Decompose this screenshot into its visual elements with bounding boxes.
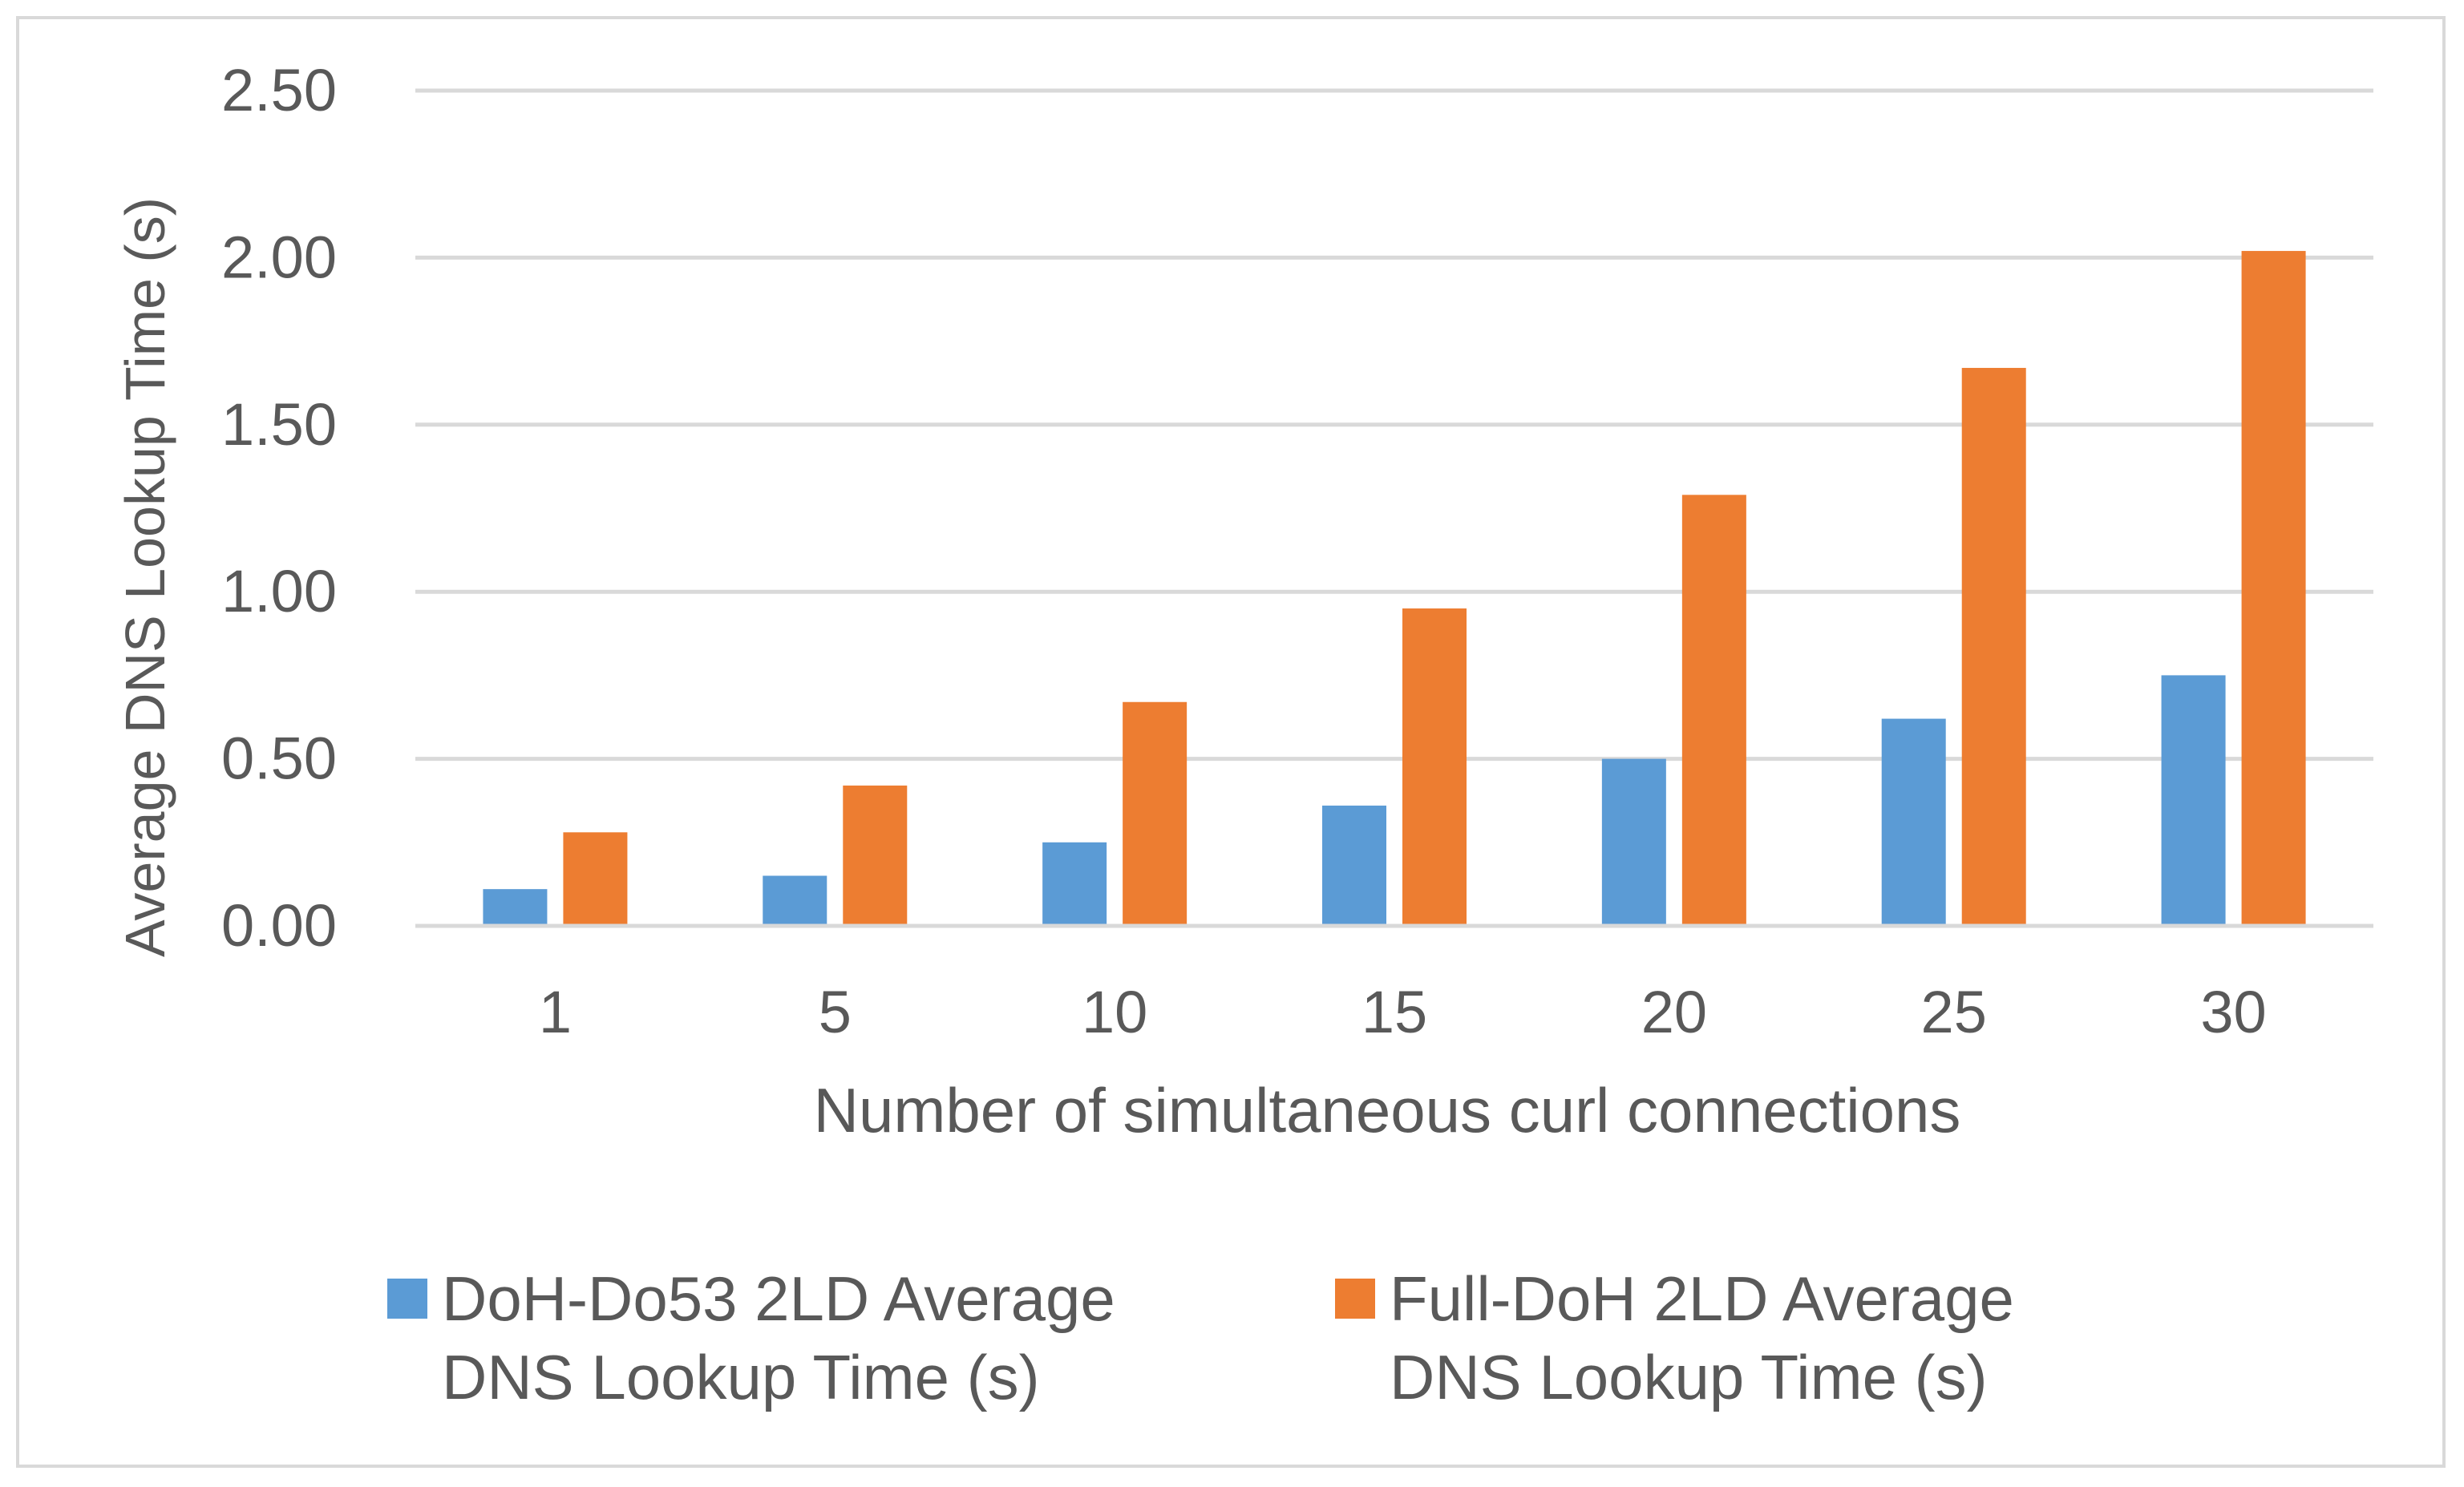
x-tick-labels: 1 5 10 15 20 25 30 [539,979,2267,1045]
x-tick-label: 20 [1641,979,1707,1045]
bar-series-1-25 [1881,718,1946,926]
y-tick-label: 0.50 [221,725,337,792]
y-tick-label: 2.00 [221,224,337,290]
bar-series-1-20 [1601,758,1666,926]
y-tick-label: 1.00 [221,558,337,624]
legend: DoH-Do53 2LD Average DNS Lookup Time (s) F… [387,1263,2014,1412]
x-tick-label: 1 [539,979,572,1045]
y-tick-label: 1.50 [221,391,337,458]
bars [415,251,2373,928]
y-tick-label: 0.00 [221,892,337,959]
x-tick-label: 5 [819,979,852,1045]
legend-label: DNS Lookup Time (s) [1390,1342,1988,1412]
x-tick-label: 15 [1361,979,1427,1045]
x-tick-label: 10 [1082,979,1147,1045]
legend-label: DNS Lookup Time (s) [442,1342,1040,1412]
bar-series-2-25 [1961,367,2026,927]
legend-swatch [387,1279,427,1319]
x-tick-label: 25 [1921,979,1987,1045]
bar-series-1-10 [1042,842,1107,926]
bar-series-2-10 [1123,701,1187,926]
bar-series-2-15 [1402,608,1467,926]
bar-series-1-5 [763,875,827,926]
bar-series-1-15 [1322,805,1386,926]
y-tick-label: 2.50 [221,57,337,123]
y-tick-labels: 0.00 0.50 1.00 1.50 2.00 2.50 [221,57,337,959]
bar-series-2-20 [1681,495,1746,926]
legend-swatch [1335,1279,1375,1319]
bar-series-2-30 [2241,251,2306,927]
chart-frame [16,16,2446,1468]
x-tick-label: 30 [2200,979,2266,1045]
bar-series-1-30 [2161,675,2226,926]
gridlines [415,88,2373,928]
legend-label: DoH-Do53 2LD Average [442,1263,1115,1334]
legend-label: Full-DoH 2LD Average [1390,1263,2014,1334]
bar-series-1-1 [483,889,548,926]
bar-series-2-5 [843,785,908,926]
bar-series-2-1 [563,832,628,926]
x-axis-label: Number of simultaneous curl connections [814,1075,1961,1146]
y-axis-label: Average DNS Lookup Time (s) [114,197,176,957]
